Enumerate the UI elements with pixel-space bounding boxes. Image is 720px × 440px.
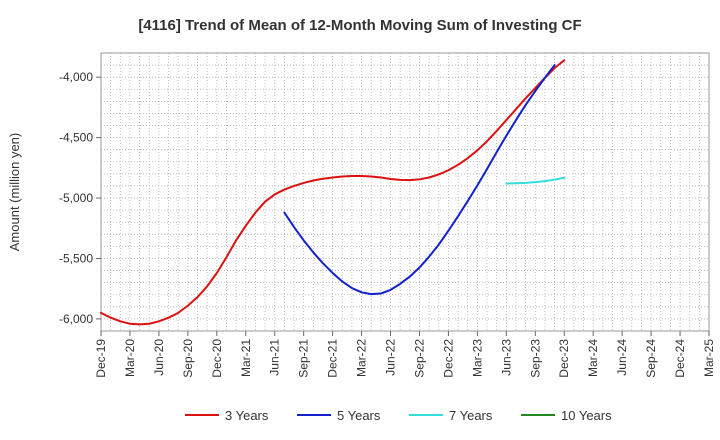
y-tick-label: -5,500	[59, 251, 93, 265]
legend: 3 Years 5 Years 7 Years 10 Years	[185, 408, 612, 423]
series-lines	[100, 59, 566, 326]
x-tick-label: Mar-22	[355, 339, 369, 377]
x-tick-label: Jun-23	[499, 339, 513, 376]
series-line-7-years	[505, 176, 566, 185]
x-axis-ticks: Dec-19 Mar-20 Jun-20 Sep-20 Dec-20 Mar-21 Jun-…	[94, 331, 716, 378]
x-tick-label: Jun-21	[268, 339, 282, 376]
grid-lines	[101, 53, 709, 331]
x-tick-label: Sep-21	[297, 339, 311, 378]
x-tick-label: Sep-20	[181, 339, 195, 378]
series-line-3-years	[100, 59, 566, 326]
legend-label-10-years: 10 Years	[561, 408, 612, 423]
x-tick-label: Mar-23	[470, 339, 484, 377]
x-tick-label: Sep-22	[412, 339, 426, 378]
x-tick-label: Sep-24	[644, 339, 658, 378]
plot-area-border	[100, 52, 710, 332]
y-axis-label: Amount (million yen)	[7, 133, 22, 252]
x-tick-label: Dec-20	[210, 339, 224, 378]
x-tick-label: Dec-24	[673, 339, 687, 378]
y-tick-label: -5,000	[59, 191, 93, 205]
y-tick-label: -4,000	[59, 70, 93, 84]
x-tick-label: Dec-21	[326, 339, 340, 378]
series-line-5-years	[283, 64, 556, 296]
y-tick-label: -6,000	[59, 312, 93, 326]
x-tick-label: Jun-22	[384, 339, 398, 376]
legend-label-3-years: 3 Years	[225, 408, 269, 423]
x-tick-label: Mar-21	[239, 339, 253, 377]
x-tick-label: Sep-23	[528, 339, 542, 378]
x-tick-label: Mar-24	[586, 339, 600, 377]
x-tick-label: Mar-25	[702, 339, 716, 377]
x-tick-label: Jun-24	[615, 339, 629, 376]
x-tick-label: Dec-23	[557, 339, 571, 378]
y-axis-ticks: -4,000 -4,500 -5,000 -5,500 -6,000	[59, 70, 101, 326]
y-tick-label: -4,500	[59, 131, 93, 145]
x-tick-label: Dec-19	[94, 339, 108, 378]
legend-label-5-years: 5 Years	[337, 408, 381, 423]
x-tick-label: Mar-20	[123, 339, 137, 377]
chart-title: [4116] Trend of Mean of 12-Month Moving …	[138, 17, 581, 34]
legend-label-7-years: 7 Years	[449, 408, 493, 423]
x-tick-label: Dec-22	[441, 339, 455, 378]
x-tick-label: Jun-20	[152, 339, 166, 376]
